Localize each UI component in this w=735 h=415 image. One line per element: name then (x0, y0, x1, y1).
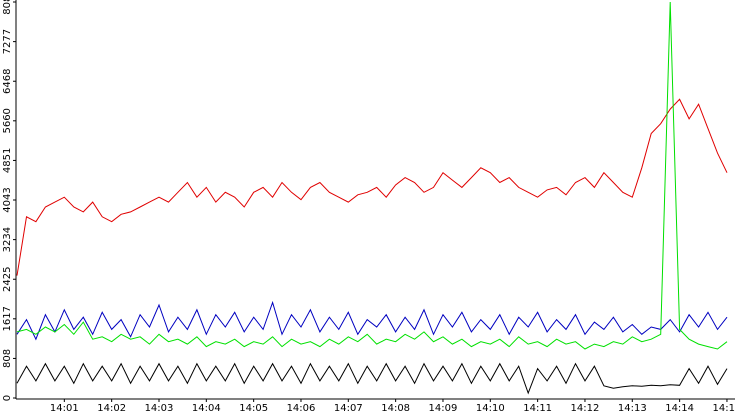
y-tick-label: 6468 (2, 69, 13, 94)
y-tick-label: 2425 (2, 267, 13, 292)
y-tick-label: 3234 (2, 227, 13, 252)
x-tick-label: 14:02 (97, 403, 126, 414)
x-tick-label: 14:12 (571, 403, 600, 414)
series-line (16, 362, 728, 395)
series-line (16, 98, 728, 276)
x-tick-label: 14:15 (713, 403, 735, 414)
x-tick-label: 14:06 (287, 403, 316, 414)
x-tick-label: 14:08 (381, 403, 410, 414)
x-tick-label: 14:01 (50, 403, 79, 414)
x-tick-label: 14:05 (239, 403, 268, 414)
y-tick-label: 8086 (2, 0, 13, 15)
x-tick-label: 14:13 (618, 403, 647, 414)
y-tick-label: 808 (2, 349, 13, 368)
y-tick-label: 4851 (2, 148, 13, 173)
y-tick-label: 0 (2, 395, 13, 401)
x-tick-label: 14:11 (523, 403, 552, 414)
y-tick-label: 7277 (2, 29, 13, 54)
series-line (16, 300, 728, 341)
x-tick-label: 14:04 (192, 403, 221, 414)
x-tick-label: 14:09 (429, 403, 458, 414)
series-line (16, 1, 728, 350)
x-tick-label: 14:14 (665, 403, 694, 414)
x-tick-label: 14:03 (145, 403, 174, 414)
y-tick-label: 5660 (2, 108, 13, 133)
x-tick-label: 14:10 (476, 403, 505, 414)
y-tick-label: 1617 (2, 306, 13, 331)
y-tick-label: 4043 (2, 187, 13, 212)
x-tick-label: 14:07 (334, 403, 363, 414)
